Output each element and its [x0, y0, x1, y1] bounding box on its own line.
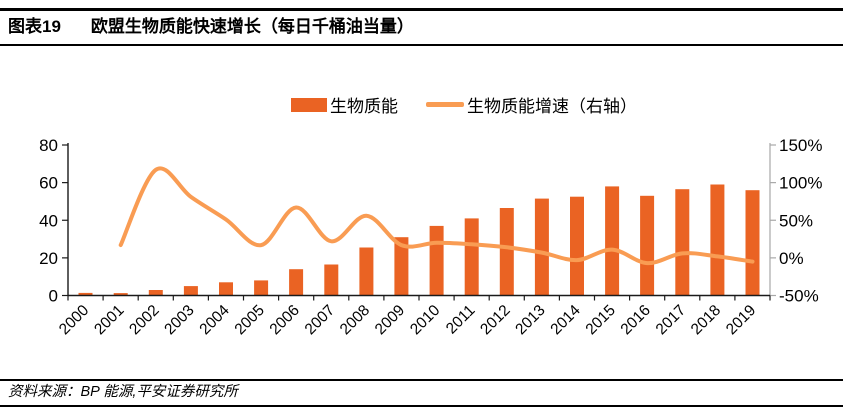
- bar-2010: [429, 225, 444, 296]
- x-tick-label: 2006: [267, 302, 303, 338]
- bar-2006: [289, 269, 304, 296]
- right-axis-tick-label: 50%: [779, 211, 813, 230]
- x-tick-label: 2000: [56, 302, 93, 339]
- x-tick-label: 2011: [443, 302, 479, 338]
- figure-header: 图表19 欧盟生物质能快速增长（每日千桶油当量）: [0, 8, 843, 46]
- x-tick-label: 2001: [91, 302, 127, 338]
- bar-2011: [464, 218, 479, 296]
- bar-2003: [183, 286, 198, 296]
- x-tick-label: 2010: [407, 302, 444, 339]
- x-tick-label: 2019: [723, 302, 759, 338]
- bar-2004: [219, 282, 233, 296]
- chart-legend: 生物质能 生物质能增速（右轴）: [0, 92, 843, 117]
- legend-label-biomass: 生物质能: [330, 97, 398, 116]
- bar-2000: [78, 292, 93, 296]
- bar-2017: [675, 189, 690, 296]
- bar-2005: [254, 280, 269, 296]
- figure-title: 欧盟生物质能快速增长（每日千桶油当量）: [90, 17, 414, 36]
- figure-footer: 资料来源：BP 能源,平安证券研究所: [0, 379, 843, 407]
- bar-series-swatch: [291, 97, 327, 112]
- bar-2001: [113, 293, 128, 296]
- right-axis-tick-label: 0%: [779, 249, 804, 268]
- growth-line: [118, 166, 755, 266]
- left-axis-tick-label: 20: [39, 249, 58, 268]
- x-tick-label: 2002: [126, 302, 162, 338]
- bar-2014: [570, 196, 584, 296]
- bar-2016: [640, 195, 655, 296]
- x-tick-label: 2004: [196, 302, 233, 339]
- bar-2019: [745, 190, 760, 296]
- left-axis-tick-label: 60: [39, 174, 58, 193]
- bar-2012: [499, 208, 514, 296]
- bar-2018: [710, 184, 725, 296]
- legend-item-growth: 生物质能增速（右轴）: [426, 92, 637, 117]
- right-axis-tick-label: 150%: [779, 136, 822, 155]
- x-tick-label: 2009: [372, 302, 408, 338]
- chart-canvas: 020406080-50%0%50%100%150%20002001200220…: [39, 136, 822, 339]
- figure-number: 图表19: [8, 17, 61, 36]
- bar-2008: [359, 247, 374, 296]
- x-tick-label: 2003: [161, 302, 197, 338]
- right-axis-tick-label: -50%: [779, 287, 819, 306]
- left-axis-tick-label: 0: [49, 287, 58, 306]
- legend-label-growth: 生物质能增速（右轴）: [467, 97, 637, 116]
- right-axis-tick-label: 100%: [779, 174, 822, 193]
- x-tick-label: 2013: [512, 302, 548, 338]
- bar-2013: [534, 198, 549, 296]
- bar-2009: [394, 237, 409, 296]
- x-tick-label: 2016: [618, 302, 654, 338]
- x-tick-label: 2005: [232, 302, 268, 338]
- x-tick-label: 2015: [583, 302, 619, 338]
- left-axis-tick-label: 40: [39, 211, 58, 230]
- bar-2002: [148, 290, 163, 296]
- left-axis-tick-label: 80: [39, 136, 58, 155]
- x-tick-label: 2007: [302, 302, 338, 338]
- x-tick-label: 2012: [477, 302, 513, 338]
- x-tick-label: 2014: [547, 302, 584, 339]
- x-tick-label: 2008: [337, 302, 373, 338]
- bar-2015: [605, 186, 620, 296]
- legend-item-biomass: 生物质能: [291, 92, 398, 117]
- x-tick-label: 2017: [653, 302, 689, 338]
- line-series-swatch: [426, 102, 464, 107]
- x-tick-label: 2018: [688, 302, 724, 338]
- source-text: 资料来源：BP 能源,平安证券研究所: [8, 384, 238, 400]
- bar-2007: [324, 264, 339, 296]
